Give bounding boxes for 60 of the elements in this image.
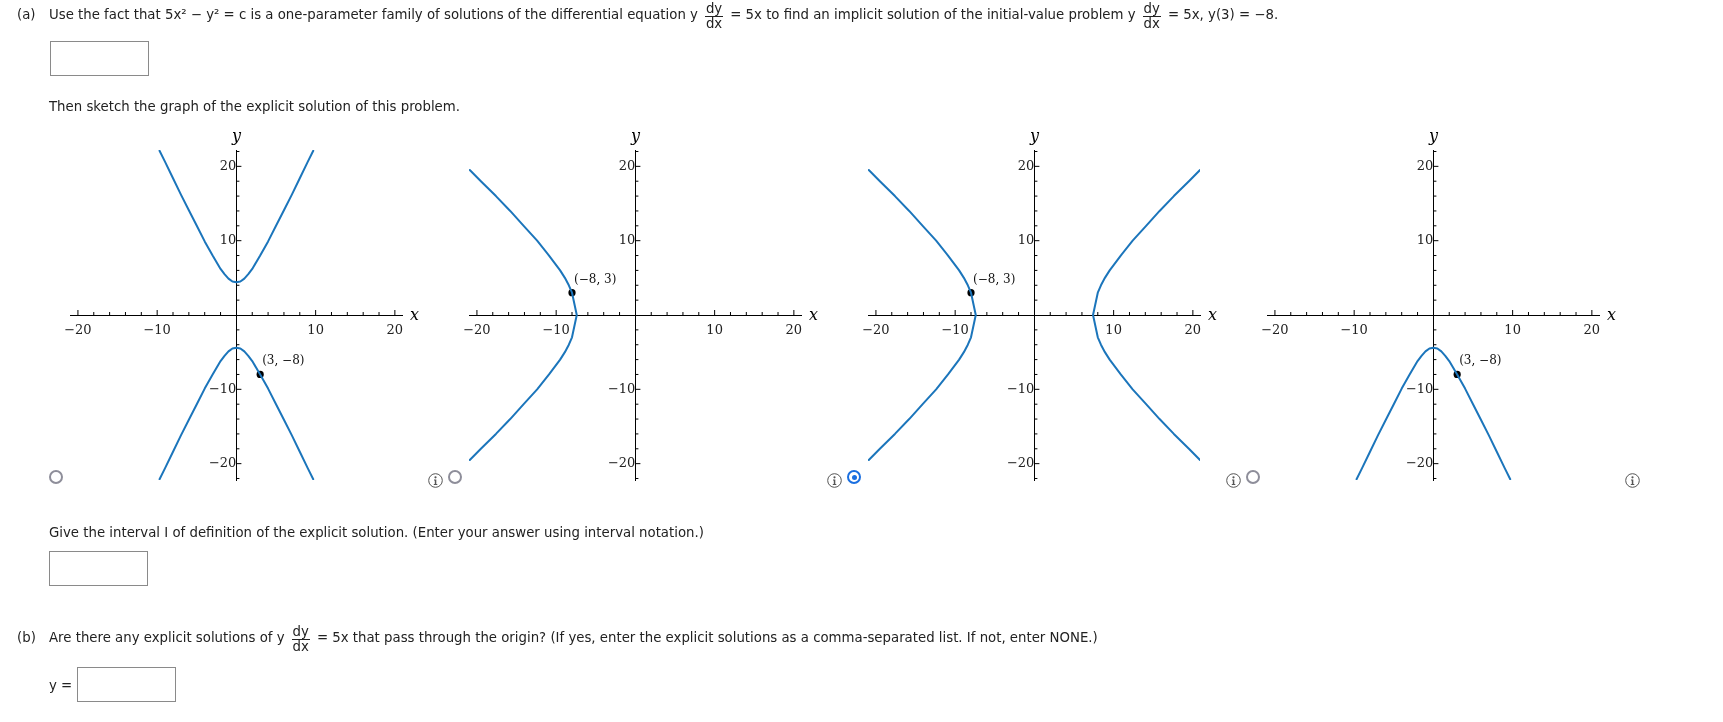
x-tick-label: −10 xyxy=(542,322,570,338)
x-tick-label: 20 xyxy=(785,322,803,338)
data-label: (3, −8) xyxy=(1459,353,1502,368)
y-tick-label: −20 xyxy=(208,455,237,471)
text: y = xyxy=(49,677,73,693)
text: dx xyxy=(705,15,723,31)
y-tick-label: −20 xyxy=(1006,455,1035,471)
x-tick-label: −10 xyxy=(143,322,171,338)
text: dx xyxy=(292,638,309,654)
y-tick-label: −10 xyxy=(1006,380,1035,396)
text: (b) xyxy=(17,629,36,645)
y-axis-title: y xyxy=(1427,126,1439,146)
y-tick-label: 20 xyxy=(1017,157,1035,173)
y-tick-label: 10 xyxy=(618,232,636,248)
y-tick-label: 20 xyxy=(219,157,237,173)
text: Are there any explicit solutions of y xyxy=(49,629,285,645)
x-tick-label: −10 xyxy=(941,322,969,338)
x-tick-label: −20 xyxy=(463,322,491,338)
y-tick-label: −10 xyxy=(208,380,237,396)
x-tick-label: −20 xyxy=(64,322,92,338)
text: (a) xyxy=(17,6,36,22)
y-axis-title: y xyxy=(629,126,641,146)
x-tick-label: −10 xyxy=(1340,322,1368,338)
text: Give the interval I of definition of the explicit solution. (Enter your answer using interval notation.) xyxy=(49,524,704,540)
text: dy xyxy=(704,0,724,17)
text: dx xyxy=(1143,15,1160,31)
y-tick-label: 20 xyxy=(618,157,636,173)
y-tick-label: 20 xyxy=(1416,157,1434,173)
text: Then sketch the graph of the explicit solution of this problem. xyxy=(49,98,460,114)
x-axis-title: x xyxy=(809,305,819,325)
x-axis-title: x xyxy=(1208,305,1218,325)
y-tick-label: −10 xyxy=(1405,380,1434,396)
x-tick-label: 20 xyxy=(386,322,404,338)
text: Use the fact that 5x² − y² = c is a one-parameter family of solutions of the differential equation y xyxy=(49,6,698,22)
x-tick-label: 10 xyxy=(706,322,723,338)
y-tick-label: −20 xyxy=(1405,455,1434,471)
y-axis-title: y xyxy=(230,126,242,146)
x-tick-label: 10 xyxy=(1105,322,1122,338)
x-tick-label: 20 xyxy=(1184,322,1202,338)
x-tick-label: −20 xyxy=(862,322,890,338)
text: = 5x, y(3) = −8. xyxy=(1167,6,1279,22)
y-tick-label: 10 xyxy=(1017,232,1035,248)
x-tick-label: 10 xyxy=(307,322,324,338)
x-tick-label: 10 xyxy=(1504,322,1521,338)
x-tick-label: 20 xyxy=(1583,322,1601,338)
text: dy xyxy=(291,623,310,640)
y-tick-label: −20 xyxy=(607,455,636,471)
y-tick-label: 10 xyxy=(219,232,237,248)
y-axis-title: y xyxy=(1028,126,1040,146)
x-tick-label: −20 xyxy=(1261,322,1289,338)
data-label: (−8, 3) xyxy=(574,271,617,286)
text: dy xyxy=(1142,0,1161,17)
x-axis-title: x xyxy=(410,305,420,325)
text: = 5x to find an implicit solution of the initial-value problem y xyxy=(730,6,1136,22)
y-tick-label: 10 xyxy=(1416,232,1434,248)
y-tick-label: −10 xyxy=(607,380,636,396)
text: = 5x that pass through the origin? (If yes, enter the explicit solutions as a comma-separated list. If not, enter NONE.) xyxy=(316,629,1098,645)
x-axis-title: x xyxy=(1607,305,1617,325)
data-label: (3, −8) xyxy=(262,353,305,368)
data-label: (−8, 3) xyxy=(973,271,1016,286)
